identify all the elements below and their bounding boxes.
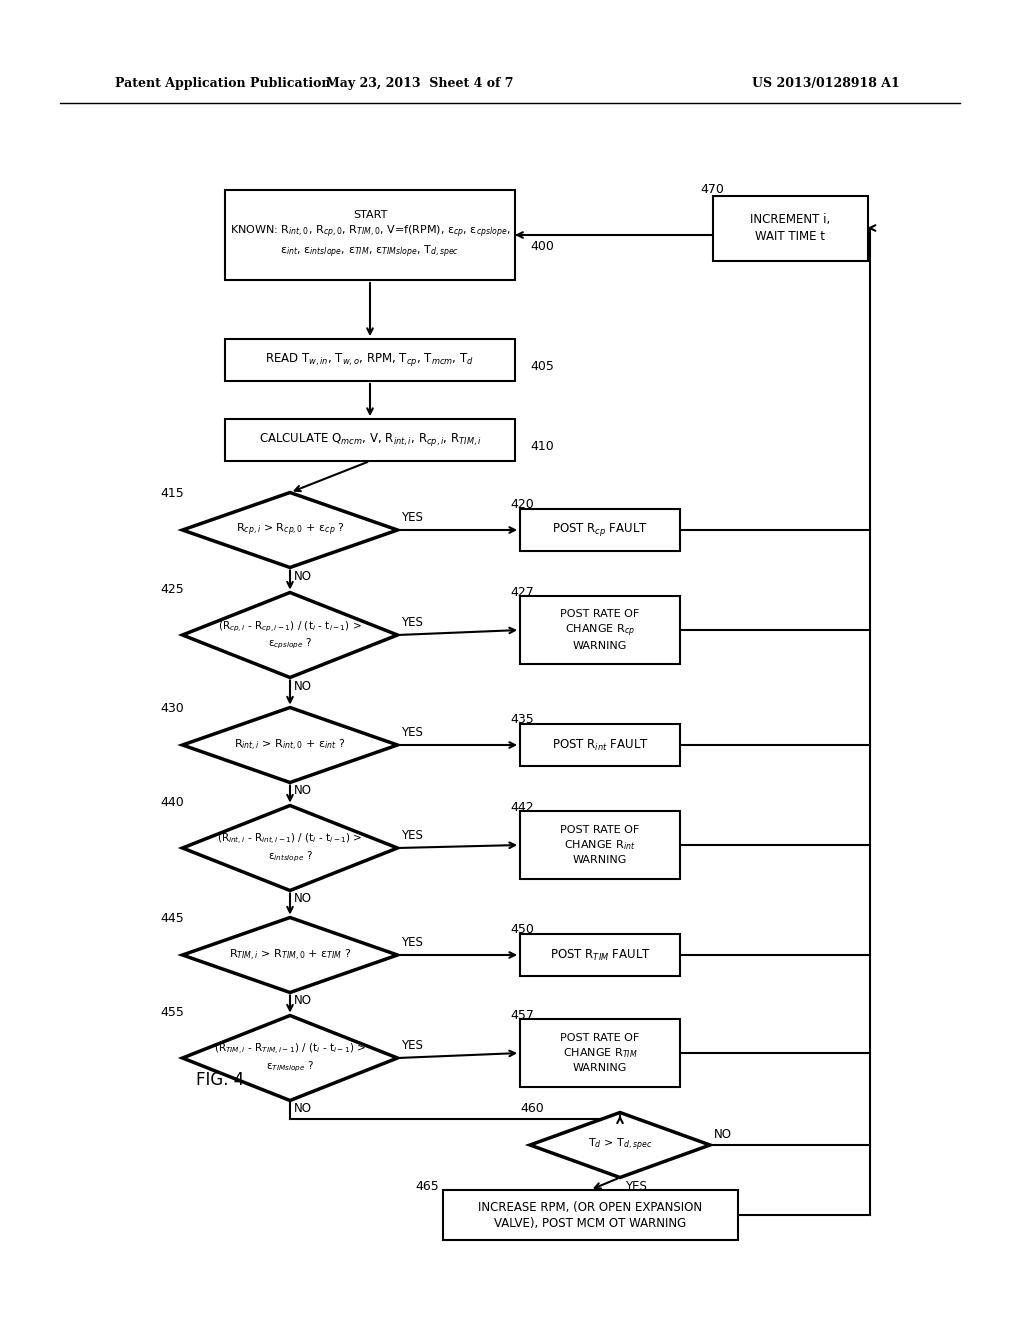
Polygon shape bbox=[182, 917, 397, 993]
Text: FIG. 4: FIG. 4 bbox=[196, 1071, 244, 1089]
Text: POST R$_{cp}$ FAULT: POST R$_{cp}$ FAULT bbox=[552, 521, 648, 539]
Text: 445: 445 bbox=[160, 912, 183, 925]
Text: May 23, 2013  Sheet 4 of 7: May 23, 2013 Sheet 4 of 7 bbox=[327, 77, 514, 90]
Text: NO: NO bbox=[294, 994, 312, 1007]
Text: POST R$_{TIM}$ FAULT: POST R$_{TIM}$ FAULT bbox=[550, 948, 650, 962]
Text: T$_d$ > T$_{d,spec}$: T$_d$ > T$_{d,spec}$ bbox=[588, 1137, 652, 1154]
FancyBboxPatch shape bbox=[520, 723, 680, 766]
Text: 442: 442 bbox=[510, 801, 534, 814]
Polygon shape bbox=[182, 1015, 397, 1101]
Text: 465: 465 bbox=[415, 1180, 438, 1193]
Text: 457: 457 bbox=[510, 1008, 534, 1022]
FancyBboxPatch shape bbox=[520, 1019, 680, 1086]
FancyBboxPatch shape bbox=[713, 195, 867, 260]
FancyBboxPatch shape bbox=[520, 935, 680, 975]
Text: READ T$_{w,in}$, T$_{w,o}$, RPM, T$_{cp}$, T$_{mcm}$, T$_{d}$: READ T$_{w,in}$, T$_{w,o}$, RPM, T$_{cp}… bbox=[265, 351, 474, 368]
Polygon shape bbox=[530, 1113, 710, 1177]
Text: 425: 425 bbox=[160, 583, 183, 597]
Text: (R$_{TIM,i}$ - R$_{TIM,i-1}$) / (t$_i$ - t$_{i-1}$) >
ε$_{TIMslope}$ ?: (R$_{TIM,i}$ - R$_{TIM,i-1}$) / (t$_i$ -… bbox=[214, 1041, 367, 1074]
Text: NO: NO bbox=[294, 1102, 312, 1115]
Text: POST RATE OF
CHANGE R$_{TIM}$
WARNING: POST RATE OF CHANGE R$_{TIM}$ WARNING bbox=[560, 1034, 640, 1073]
Text: NO: NO bbox=[294, 784, 312, 797]
Text: 455: 455 bbox=[160, 1006, 184, 1019]
FancyBboxPatch shape bbox=[520, 597, 680, 664]
Text: YES: YES bbox=[401, 511, 423, 524]
Text: R$_{TIM,i}$ > R$_{TIM,0}$ + ε$_{TIM}$ ?: R$_{TIM,i}$ > R$_{TIM,0}$ + ε$_{TIM}$ ? bbox=[228, 948, 351, 962]
Text: YES: YES bbox=[625, 1180, 647, 1192]
Text: 460: 460 bbox=[520, 1102, 544, 1115]
Text: 435: 435 bbox=[510, 713, 534, 726]
Text: (R$_{int,i}$ - R$_{int,i-1}$) / (t$_i$ - t$_{i-1}$) >
ε$_{intslope}$ ?: (R$_{int,i}$ - R$_{int,i-1}$) / (t$_i$ -… bbox=[217, 832, 362, 865]
Text: YES: YES bbox=[401, 1039, 423, 1052]
Text: POST R$_{int}$ FAULT: POST R$_{int}$ FAULT bbox=[552, 738, 648, 752]
FancyBboxPatch shape bbox=[225, 418, 515, 461]
Text: (R$_{cp,i}$ - R$_{cp,i-1}$) / (t$_i$ - t$_{i-1}$) >
ε$_{cpslope}$ ?: (R$_{cp,i}$ - R$_{cp,i-1}$) / (t$_i$ - t… bbox=[218, 619, 361, 651]
Text: YES: YES bbox=[401, 936, 423, 949]
FancyBboxPatch shape bbox=[225, 339, 515, 381]
Text: POST RATE OF
CHANGE R$_{cp}$
WARNING: POST RATE OF CHANGE R$_{cp}$ WARNING bbox=[560, 609, 640, 651]
Text: 427: 427 bbox=[510, 586, 534, 599]
Text: YES: YES bbox=[401, 616, 423, 630]
Text: YES: YES bbox=[401, 829, 423, 842]
Text: 415: 415 bbox=[160, 487, 183, 500]
Text: INCREASE RPM, (OR OPEN EXPANSION
VALVE), POST MCM OT WARNING: INCREASE RPM, (OR OPEN EXPANSION VALVE),… bbox=[478, 1200, 702, 1229]
FancyBboxPatch shape bbox=[520, 810, 680, 879]
Text: 400: 400 bbox=[530, 240, 554, 253]
Text: POST RATE OF
CHANGE R$_{int}$
WARNING: POST RATE OF CHANGE R$_{int}$ WARNING bbox=[560, 825, 640, 865]
FancyBboxPatch shape bbox=[442, 1191, 737, 1239]
Text: INCREMENT i,
WAIT TIME t: INCREMENT i, WAIT TIME t bbox=[750, 214, 830, 243]
Text: NO: NO bbox=[714, 1129, 732, 1140]
Text: US 2013/0128918 A1: US 2013/0128918 A1 bbox=[753, 77, 900, 90]
Text: Patent Application Publication: Patent Application Publication bbox=[115, 77, 331, 90]
Text: R$_{int,i}$ > R$_{int,0}$ + ε$_{int}$ ?: R$_{int,i}$ > R$_{int,0}$ + ε$_{int}$ ? bbox=[234, 738, 346, 752]
Text: 410: 410 bbox=[530, 440, 554, 453]
Polygon shape bbox=[182, 593, 397, 677]
Text: 405: 405 bbox=[530, 360, 554, 374]
Text: 470: 470 bbox=[700, 183, 724, 195]
Text: 440: 440 bbox=[160, 796, 183, 809]
Text: NO: NO bbox=[294, 892, 312, 906]
Polygon shape bbox=[182, 492, 397, 568]
Text: CALCULATE Q$_{mcm}$, V, R$_{int,i}$, R$_{cp,i}$, R$_{TIM,i}$: CALCULATE Q$_{mcm}$, V, R$_{int,i}$, R$_… bbox=[259, 432, 481, 449]
Text: 420: 420 bbox=[510, 498, 534, 511]
Text: 430: 430 bbox=[160, 702, 183, 715]
Text: NO: NO bbox=[294, 680, 312, 693]
Text: NO: NO bbox=[294, 569, 312, 582]
FancyBboxPatch shape bbox=[225, 190, 515, 280]
Text: 450: 450 bbox=[510, 923, 534, 936]
FancyBboxPatch shape bbox=[520, 510, 680, 550]
Polygon shape bbox=[182, 805, 397, 891]
Text: YES: YES bbox=[401, 726, 423, 739]
Polygon shape bbox=[182, 708, 397, 783]
Text: R$_{cp,i}$ > R$_{cp,0}$ + ε$_{cp}$ ?: R$_{cp,i}$ > R$_{cp,0}$ + ε$_{cp}$ ? bbox=[236, 521, 344, 539]
Text: START
KNOWN: R$_{int,0}$, R$_{cp,0}$, R$_{TIM,0}$, V=f(RPM), ε$_{cp}$, ε$_{cpslo: START KNOWN: R$_{int,0}$, R$_{cp,0}$, R$… bbox=[229, 210, 510, 260]
